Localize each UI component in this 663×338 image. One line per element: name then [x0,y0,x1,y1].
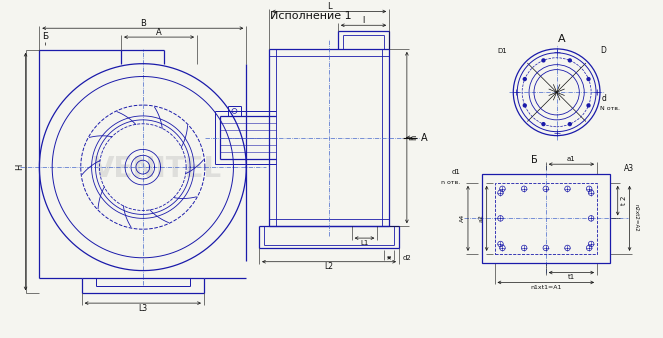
Text: A: A [420,132,427,143]
Text: h: h [409,135,418,140]
Text: D1: D1 [498,48,507,54]
Text: L: L [327,2,332,11]
Text: B: B [140,19,146,28]
Text: H: H [15,164,24,170]
Text: A: A [558,34,566,44]
Text: a2: a2 [478,214,483,222]
Bar [482,174,610,263]
Text: n1xt1=A1: n1xt1=A1 [530,285,562,290]
Circle shape [568,122,572,126]
Text: t 2: t 2 [621,196,627,205]
Circle shape [522,77,527,81]
Text: Исполнение 1: Исполнение 1 [269,11,351,21]
Text: D: D [600,46,606,55]
Text: A: A [156,28,162,37]
Text: L1: L1 [360,240,369,246]
Text: d1: d1 [452,169,460,175]
Text: N отв.: N отв. [600,105,620,111]
Text: Б: Б [42,31,48,41]
Text: L3: L3 [139,304,147,313]
Text: Б: Б [530,155,537,165]
Circle shape [568,58,572,63]
Text: l: l [363,16,365,25]
Circle shape [586,77,591,81]
Circle shape [541,58,546,63]
Text: a1: a1 [567,156,575,162]
Text: d: d [602,94,607,103]
Text: L2: L2 [324,262,333,271]
Text: n2xt2=A2: n2xt2=A2 [634,204,639,232]
Circle shape [541,122,546,126]
Text: t1: t1 [568,274,575,281]
Bar [495,183,597,254]
Text: A3: A3 [624,164,634,173]
Text: VENITEL: VENITEL [93,155,222,183]
Circle shape [522,103,527,107]
Text: d2: d2 [403,255,412,261]
Circle shape [586,103,591,107]
Text: n отв.: n отв. [441,180,460,186]
Text: A4: A4 [459,214,465,222]
